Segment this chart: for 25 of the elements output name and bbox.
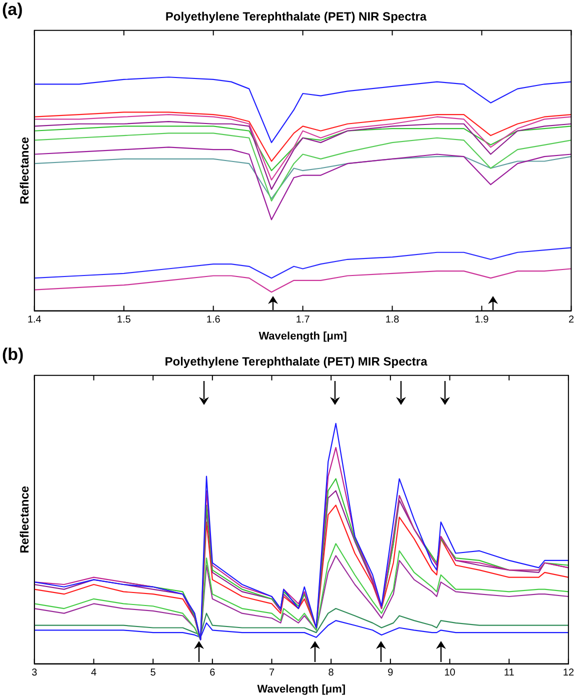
chart-title: Polyethylene Terephthalate (PET) MIR Spectra <box>164 354 428 369</box>
x-tick-label: 7 <box>268 668 275 679</box>
x-tick-label: 1.9 <box>474 314 490 326</box>
x-tick-label: 9 <box>388 668 394 679</box>
x-tick-label: 3 <box>32 668 38 679</box>
x-tick-label: 12 <box>562 668 574 679</box>
chart-title: Polyethylene Terephthalate (PET) NIR Spectra <box>165 10 427 24</box>
x-tick-label: 1.7 <box>296 314 310 326</box>
text: (b) <box>2 345 24 364</box>
x-tick-label: 5 <box>150 668 156 679</box>
x-tick-label: 1.4 <box>27 314 42 326</box>
x-axis-title: Wavelength [μm] <box>257 683 346 696</box>
x-tick-label: 1.8 <box>385 314 400 326</box>
y-axis-title: Reflectance <box>18 136 32 204</box>
x-tick-label: 1.6 <box>206 314 221 326</box>
x-tick-label: 2 <box>568 314 574 326</box>
x-tick-label: 11 <box>504 668 515 679</box>
x-tick-label: 8 <box>328 668 334 679</box>
text: (a) <box>2 0 23 20</box>
x-tick-label: 4 <box>90 668 97 679</box>
x-tick-label: 1.5 <box>116 314 132 326</box>
x-axis-title: Wavelength [μm] <box>258 330 348 342</box>
x-tick-label: 10 <box>444 668 456 679</box>
y-axis-title: Reflectance <box>18 486 32 554</box>
x-tick-label: 6 <box>210 668 216 679</box>
